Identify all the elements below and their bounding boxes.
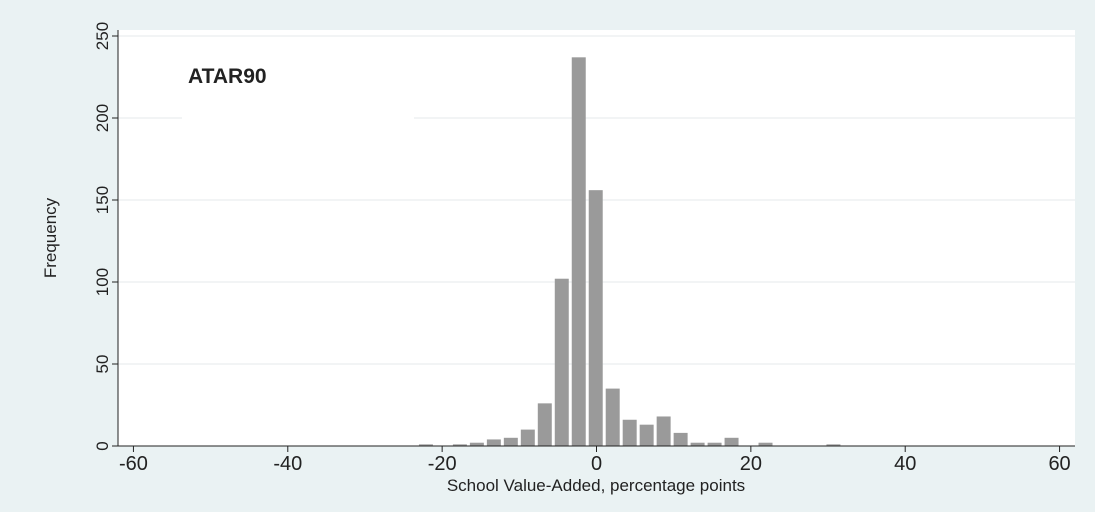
bar — [503, 437, 518, 446]
x-tick-label: -60 — [119, 453, 148, 475]
y-tick-label: 100 — [93, 268, 112, 296]
bar — [707, 442, 722, 446]
y-tick-label: 200 — [93, 104, 112, 132]
y-tick-label: 250 — [93, 22, 112, 50]
x-tick-label: 0 — [591, 453, 602, 475]
bar — [605, 388, 620, 446]
bar — [469, 442, 484, 446]
bar — [622, 419, 637, 446]
x-tick-label: -20 — [428, 453, 457, 475]
plot: 0 50 100 150 200 250 -60 -40 -20 0 20 40 60 — [93, 22, 1075, 475]
bar — [758, 442, 773, 446]
x-tick-label: 40 — [894, 453, 916, 475]
bar — [690, 442, 705, 446]
annotation: ATAR90 — [188, 65, 267, 88]
bar — [520, 429, 535, 446]
annotation-background — [182, 112, 414, 130]
bar — [639, 424, 654, 446]
y-tick-label: 50 — [93, 355, 112, 374]
bar — [452, 444, 467, 446]
bar — [826, 444, 841, 446]
bar — [571, 57, 586, 446]
x-tick-label: -40 — [273, 453, 302, 475]
bar — [656, 416, 671, 446]
x-axis-label: School Value-Added, percentage points — [447, 476, 745, 495]
y-axis-label: Frequency — [41, 197, 60, 278]
bar — [486, 439, 501, 446]
x-tick-label: 20 — [740, 453, 762, 475]
x-tick-label: 60 — [1048, 453, 1070, 475]
bar — [724, 437, 739, 446]
bar — [418, 444, 433, 446]
bar — [673, 432, 688, 446]
bar — [537, 403, 552, 446]
bar — [554, 278, 569, 446]
y-tick-label: 0 — [93, 441, 112, 450]
y-tick-label: 150 — [93, 186, 112, 214]
bar — [588, 190, 603, 446]
